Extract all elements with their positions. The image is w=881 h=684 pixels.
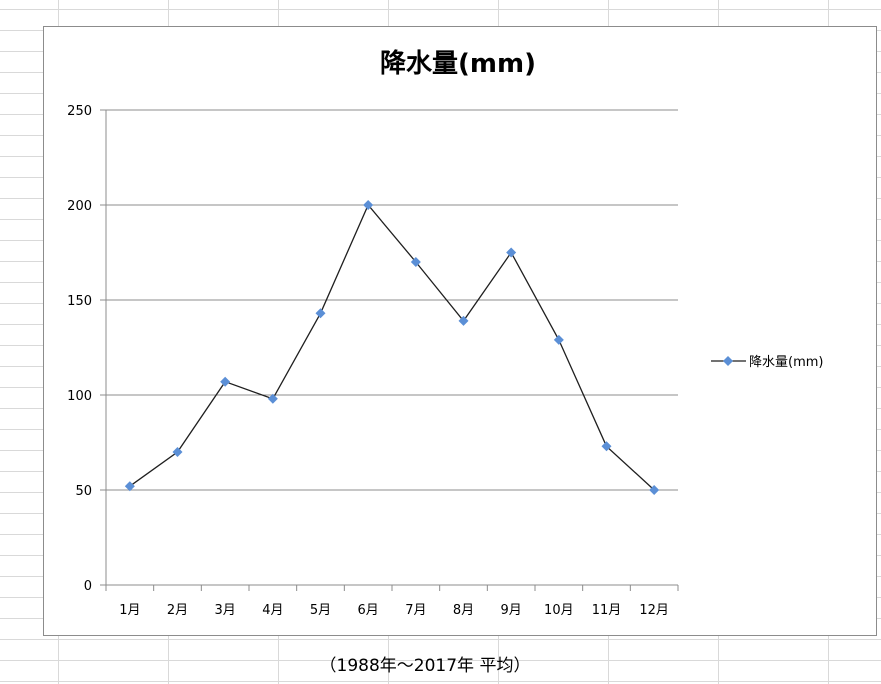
data-point-marker[interactable] — [458, 315, 469, 326]
axes — [100, 109, 679, 591]
data-point-marker[interactable] — [649, 485, 660, 495]
x-tick-labels: 1月 2月 3月 4月 5月 6月 7月 8月 9月 10月 11月 12月 — [119, 603, 669, 618]
data-point-marker[interactable] — [363, 200, 374, 210]
x-tick-label: 8月 — [453, 603, 474, 618]
legend[interactable]: 降水量(mm) — [711, 355, 823, 370]
chart-area[interactable] — [43, 26, 877, 636]
data-point-marker[interactable] — [124, 481, 135, 492]
data-point-marker[interactable] — [172, 447, 183, 457]
chart-title: 降水量(mm) — [380, 49, 536, 79]
data-point-marker[interactable] — [506, 247, 517, 258]
legend-label: 降水量(mm) — [749, 355, 823, 370]
x-tick-label: 5月 — [310, 603, 331, 618]
series-layer — [124, 200, 660, 495]
x-tick-label: 9月 — [501, 603, 522, 618]
data-point-marker[interactable] — [220, 376, 231, 387]
x-tick-label: 6月 — [358, 603, 379, 618]
period-caption: （1988年～2017年 平均） — [319, 655, 531, 676]
data-point-marker[interactable] — [553, 334, 564, 345]
x-tick-label: 1月 — [119, 603, 140, 618]
data-point-marker[interactable] — [410, 257, 421, 267]
data-point-marker[interactable] — [601, 441, 612, 452]
x-tick-label: 2月 — [167, 603, 188, 618]
x-tick-label: 7月 — [405, 603, 426, 618]
y-tick-label: 200 — [67, 199, 92, 214]
data-point-marker[interactable] — [267, 393, 278, 404]
x-tick-label: 10月 — [544, 603, 574, 618]
y-tick-label: 250 — [67, 104, 92, 119]
gridlines — [106, 109, 678, 491]
y-tick-label: 50 — [75, 484, 92, 499]
x-tick-label: 11月 — [592, 603, 622, 618]
data-point-marker[interactable] — [315, 308, 326, 319]
x-tick-label: 3月 — [215, 603, 236, 618]
x-tick-label: 12月 — [639, 603, 669, 618]
y-tick-label: 150 — [67, 294, 92, 309]
legend-marker-swatch — [723, 356, 733, 366]
y-tick-label: 0 — [84, 579, 92, 594]
series-line — [129, 203, 655, 491]
y-tick-label: 100 — [67, 389, 92, 404]
x-tick-label: 4月 — [262, 603, 283, 618]
y-tick-labels: 0 50 100 150 200 250 — [67, 104, 92, 594]
